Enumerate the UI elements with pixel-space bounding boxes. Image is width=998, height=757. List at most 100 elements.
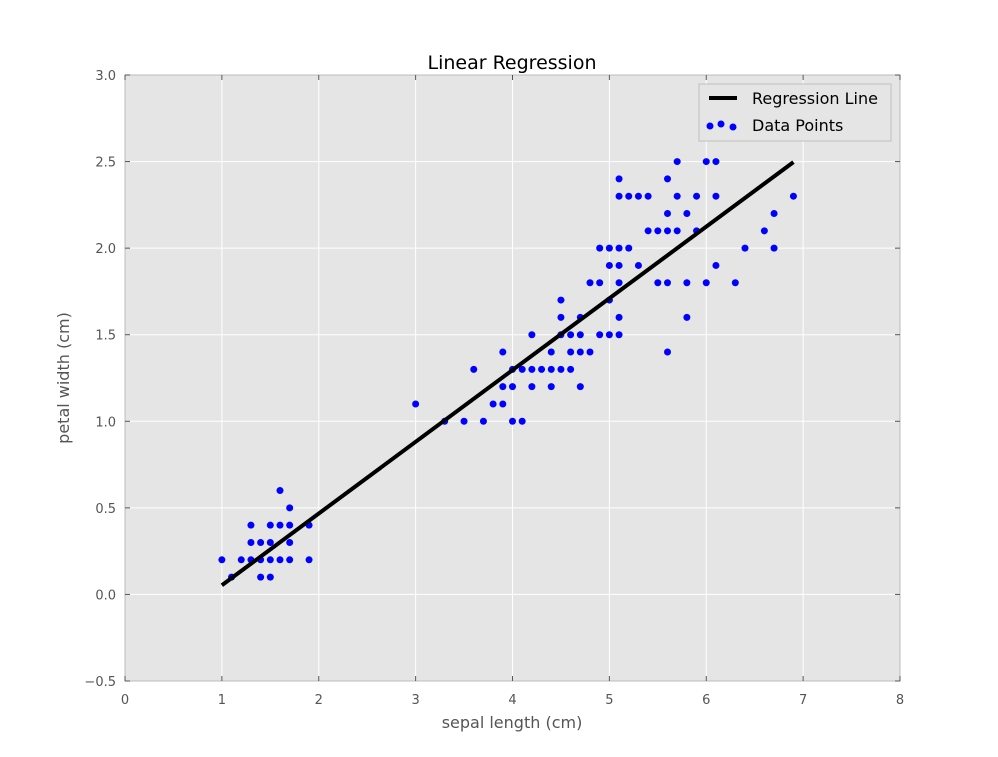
data-point — [266, 573, 274, 581]
y-tick-label: 2.0 — [95, 242, 116, 257]
y-tick-label: 3.0 — [95, 69, 116, 84]
data-point — [489, 400, 497, 408]
data-point — [634, 261, 642, 269]
y-tick-label: 0.0 — [95, 588, 116, 603]
data-point — [664, 210, 671, 218]
data-point — [586, 348, 594, 356]
data-point — [664, 227, 671, 235]
data-point — [683, 279, 691, 287]
data-point — [557, 365, 565, 373]
data-point — [576, 383, 584, 391]
regression-line-segment — [220, 160, 795, 587]
data-point — [247, 521, 255, 529]
data-point — [702, 158, 710, 166]
y-axis-title: petal width (cm) — [54, 312, 73, 444]
legend-label-regression-line: Regression Line — [752, 89, 878, 108]
data-point — [567, 348, 575, 356]
data-point — [654, 279, 662, 287]
data-point — [625, 244, 633, 252]
data-point — [499, 400, 507, 408]
x-tick-label: 7 — [799, 693, 807, 708]
data-point — [576, 331, 584, 339]
data-point — [654, 227, 662, 235]
data-point — [615, 261, 623, 269]
data-point — [770, 210, 778, 218]
data-point — [731, 279, 739, 287]
data-point — [547, 348, 555, 356]
data-point — [286, 504, 294, 512]
x-tick-label: 4 — [508, 693, 516, 708]
chart-title: Linear Regression — [427, 52, 596, 74]
data-point — [673, 158, 681, 166]
x-tick-label: 0 — [121, 693, 129, 708]
data-point — [557, 313, 565, 321]
data-point — [257, 538, 265, 546]
data-point — [770, 244, 778, 252]
data-point — [712, 158, 720, 166]
data-point — [673, 192, 681, 200]
data-point — [615, 175, 623, 183]
legend-box — [698, 83, 892, 142]
data-point — [596, 244, 604, 252]
data-point — [615, 279, 623, 287]
data-point — [702, 279, 710, 287]
data-point — [460, 417, 468, 425]
y-tick-label: 1.0 — [95, 415, 116, 430]
data-point — [605, 331, 613, 339]
data-point — [644, 227, 652, 235]
data-point — [528, 365, 536, 373]
data-point — [712, 261, 720, 269]
data-point — [615, 244, 623, 252]
data-point — [499, 383, 507, 391]
x-tick-label: 6 — [702, 693, 710, 708]
data-point — [683, 210, 691, 218]
data-point — [509, 417, 516, 425]
data-point — [615, 192, 623, 200]
data-point — [286, 538, 294, 546]
data-point — [286, 556, 294, 564]
x-tick-label: 3 — [411, 693, 419, 708]
data-point — [528, 331, 536, 339]
y-tick-labels: −0.5 0.0 0.5 1.0 1.5 2.0 2.5 3.0 — [84, 69, 116, 690]
data-point — [237, 556, 245, 564]
data-point — [644, 192, 652, 200]
y-tick-label: −0.5 — [84, 675, 116, 690]
data-point — [683, 313, 691, 321]
data-point — [664, 175, 671, 183]
data-point — [509, 383, 516, 391]
y-tick-label: 0.5 — [95, 502, 116, 517]
data-point — [528, 383, 536, 391]
x-tick-label: 2 — [315, 693, 323, 708]
y-tick-label: 2.5 — [95, 156, 116, 171]
data-point — [760, 227, 768, 235]
y-tick-label: 1.5 — [95, 329, 116, 344]
data-point — [557, 296, 565, 304]
data-point — [470, 365, 478, 373]
data-point — [266, 521, 274, 529]
data-point — [305, 556, 313, 564]
data-point — [664, 279, 671, 287]
data-point — [412, 400, 420, 408]
data-point — [218, 556, 226, 564]
data-point — [266, 538, 274, 546]
x-tick-label: 8 — [896, 693, 904, 708]
data-point — [518, 417, 526, 425]
data-point — [567, 365, 575, 373]
data-point — [567, 331, 575, 339]
data-point — [673, 227, 681, 235]
data-point — [276, 556, 284, 564]
data-point — [605, 244, 613, 252]
axis-ticks — [124, 74, 901, 682]
data-point — [499, 348, 507, 356]
data-point — [789, 192, 797, 200]
regression-line — [220, 160, 795, 587]
data-point — [286, 521, 294, 529]
data-point — [576, 348, 584, 356]
data-point — [247, 538, 255, 546]
data-point — [615, 313, 623, 321]
data-point — [257, 573, 265, 581]
data-point — [605, 261, 613, 269]
data-point — [634, 192, 642, 200]
data-point — [596, 279, 604, 287]
